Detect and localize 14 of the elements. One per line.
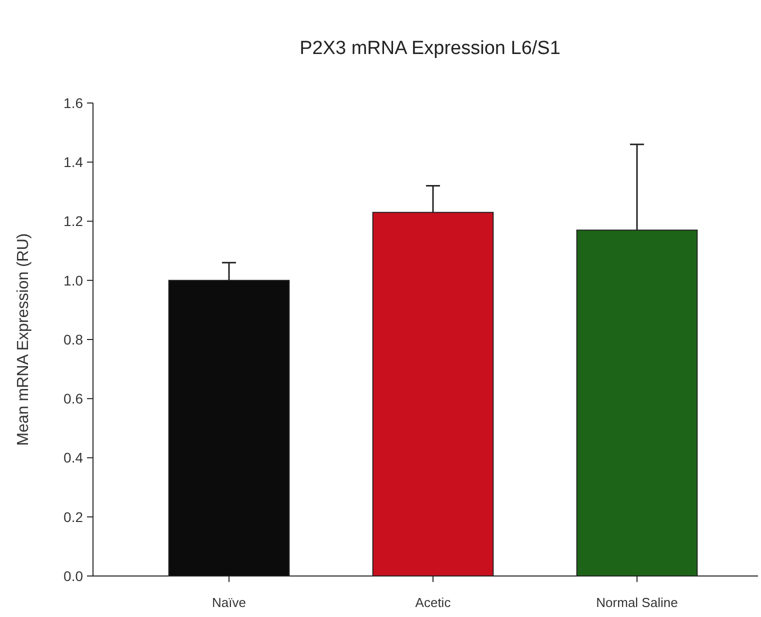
y-tick-label: 0.6 — [64, 390, 84, 407]
x-tick-label: Naïve — [212, 595, 246, 610]
y-tick-label: 1.4 — [64, 154, 84, 170]
x-tick-label: Normal Saline — [596, 595, 678, 610]
y-tick-label: 1.2 — [64, 213, 84, 230]
y-tick-label: 0.2 — [64, 508, 84, 525]
y-tick-label: 0.0 — [64, 568, 84, 584]
y-axis-title: Mean mRNA Expression (RU) — [15, 233, 32, 446]
y-tick-label: 1.6 — [64, 94, 84, 111]
chart-title: P2X3 mRNA Expression L6/S1 — [300, 38, 560, 59]
y-tick-label: 1.0 — [64, 272, 84, 288]
x-tick-label: Acetic — [415, 595, 452, 610]
y-tick-label: 0.4 — [64, 450, 84, 466]
y-tick-label: 0.8 — [64, 331, 84, 348]
